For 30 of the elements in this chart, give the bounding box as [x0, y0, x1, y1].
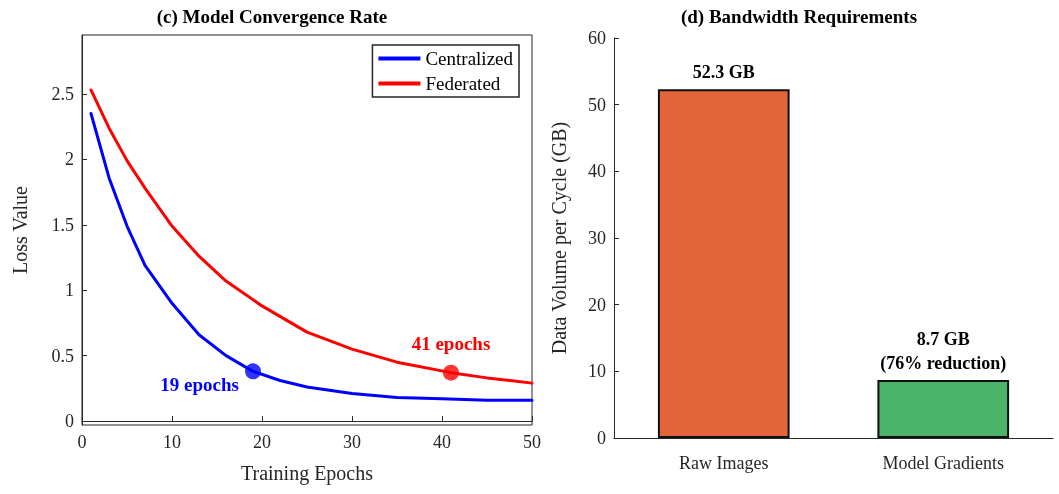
annotation: 41 epochs — [411, 332, 491, 354]
y-tick-label: 1.5 — [51, 214, 74, 235]
y-tick-label: 0 — [65, 411, 74, 432]
y-tick-label: 2.5 — [51, 83, 74, 104]
y-tick-label: 20 — [588, 294, 606, 315]
legend-label: Federated — [425, 73, 501, 94]
legend-label: Centralized — [425, 48, 514, 69]
x-tick-label: Raw Images — [679, 453, 769, 473]
x-tick-label: 40 — [433, 432, 451, 452]
x-axis-title: Training Epochs — [240, 462, 374, 485]
x-tick-label: 30 — [343, 432, 361, 452]
y-tick-label: 0.5 — [51, 345, 74, 366]
x-tick-label: 50 — [523, 432, 541, 452]
y-axis-title: Data Volume per Cycle (GB) — [548, 121, 571, 355]
y-tick-label: 1 — [65, 280, 74, 301]
y-tick-label: 10 — [588, 361, 606, 382]
x-tick-label: 10 — [163, 432, 181, 452]
data-label: 8.7 GB (76% reduction) — [880, 329, 1007, 374]
y-tick-label: 50 — [588, 94, 606, 115]
y-tick-label: 2 — [65, 149, 74, 170]
y-tick-label: 30 — [588, 228, 606, 248]
y-tick-label: 40 — [588, 161, 606, 182]
chart-title: (c) Model Convergence Rate — [156, 6, 388, 28]
data-label: 52.3 GB — [692, 62, 755, 83]
chart-title: (d) Bandwidth Requirements — [680, 6, 918, 28]
x-tick-label: Model Gradients — [882, 453, 1004, 473]
x-tick-label: 20 — [253, 432, 271, 452]
y-axis-title: Loss Value — [9, 185, 31, 274]
y-tick-label: 60 — [588, 28, 606, 48]
annotation: 19 epochs — [160, 374, 239, 396]
